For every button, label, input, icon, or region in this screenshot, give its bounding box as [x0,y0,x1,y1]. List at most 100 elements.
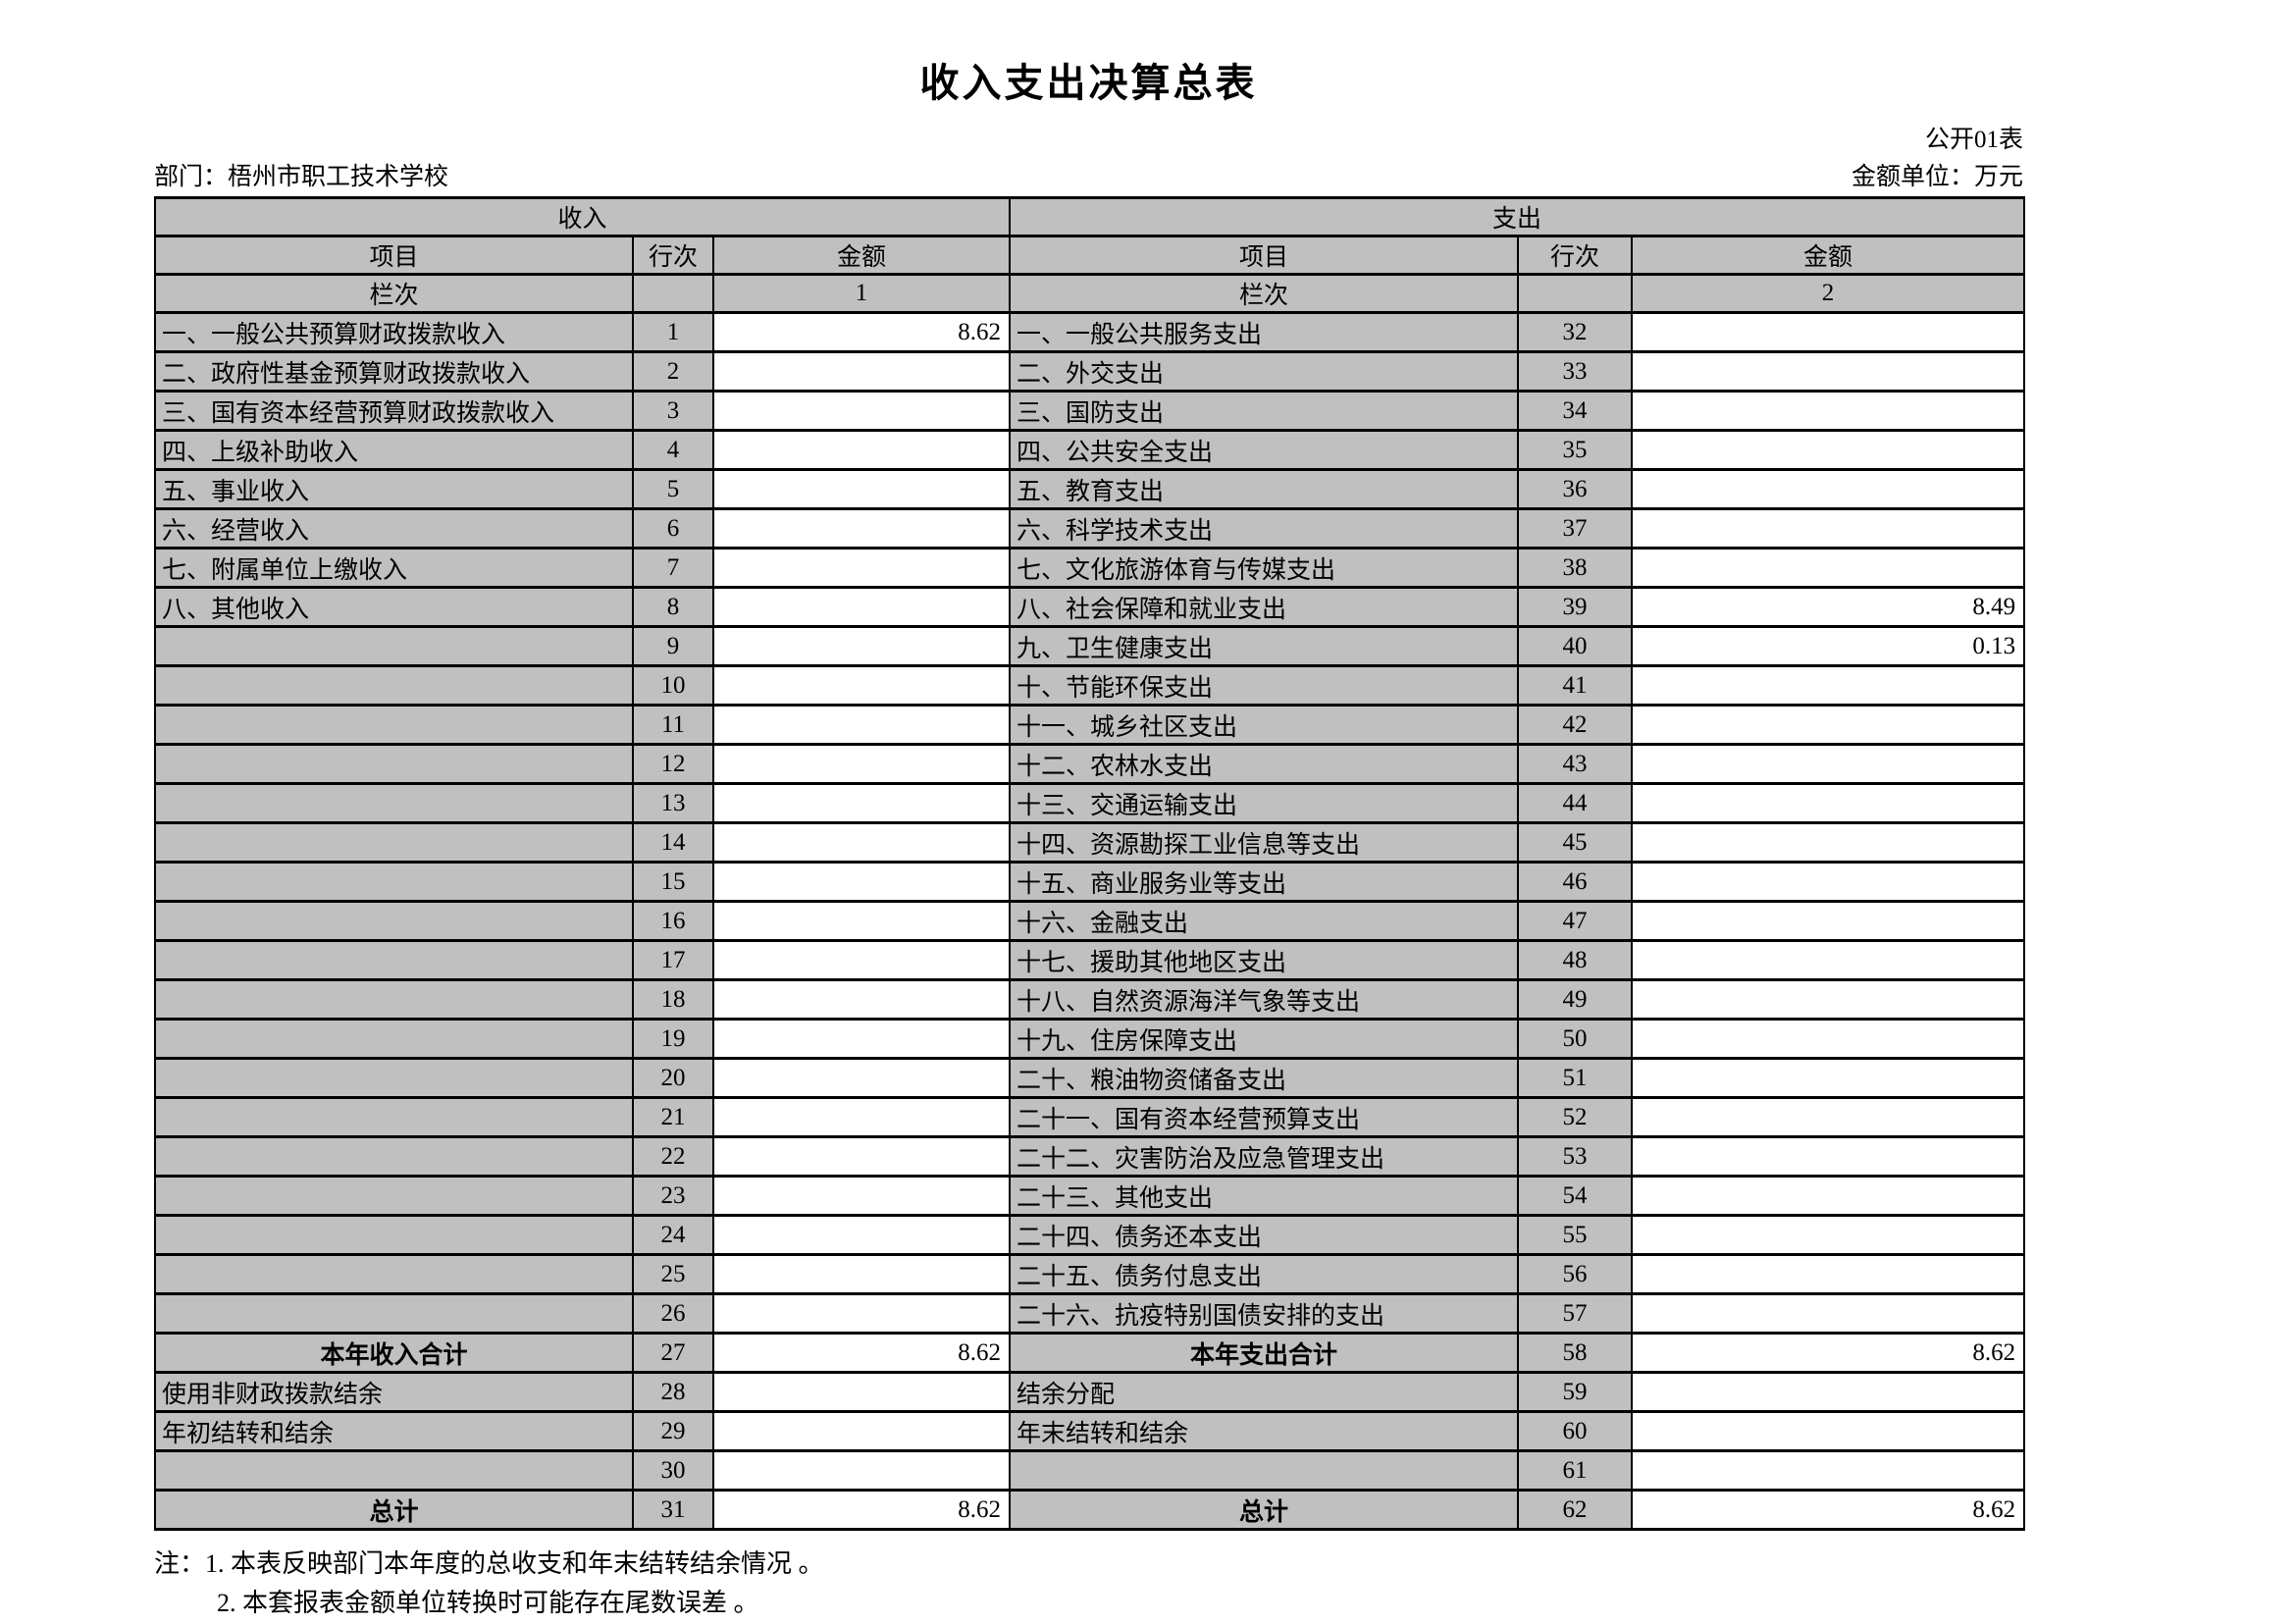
income-amount-header: 金额 [711,235,1012,276]
expense-item-header: 项目 [1009,235,1520,276]
expense-amount-cell [1631,1135,2026,1178]
expense-amount-cell: 8.62 [1631,1489,2026,1531]
expense-line-cell: 62 [1517,1489,1634,1531]
expense-section-header: 支出 [1009,196,2026,237]
expense-line-cell: 45 [1517,821,1634,864]
expense-item-cell: 六、科学技术支出 [1009,507,1520,550]
expense-item-cell: 二、外交支出 [1009,350,1520,393]
expense-item-cell: 二十六、抗疫特别国债安排的支出 [1009,1292,1520,1335]
expense-amount-cell [1631,350,2026,393]
table-row: 18 十八、自然资源海洋气象等支出 49 [154,978,2026,1021]
income-item-cell: 年初结转和结余 [154,1410,634,1452]
expense-line-cell: 48 [1517,939,1634,981]
report-content: 收入支出决算总表 公开01表 部门：梧州市职工技术学校 金额单位：万元 收入 支… [153,0,2026,1624]
table-row: 23 二十三、其他支出 54 [154,1175,2026,1217]
expense-amount-cell [1631,939,2026,981]
expense-amount-cell [1631,1096,2026,1138]
table-row: 八、其他收入 8 八、社会保障和就业支出 39 8.49 [154,586,2026,628]
meta-row: 部门：梧州市职工技术学校 金额单位：万元 [154,157,2023,192]
income-item-cell [154,1449,634,1492]
expense-item-cell: 年末结转和结余 [1009,1410,1520,1452]
table-row: 三、国有资本经营预算财政拨款收入 3 三、国防支出 34 [154,390,2026,432]
income-amount-cell: 8.62 [711,1332,1012,1374]
expense-line-cell: 36 [1517,468,1634,510]
income-colindex-label: 栏次 [154,273,634,314]
expense-item-cell: 十二、农林水支出 [1009,743,1520,785]
table-row: 20 二十、粮油物资储备支出 51 [154,1057,2026,1099]
income-amount-cell [711,821,1012,864]
income-colindex-blank [632,273,714,314]
expense-amount-cell [1631,429,2026,471]
expense-amount-cell: 8.49 [1631,586,2026,628]
expense-line-header: 行次 [1517,235,1634,276]
income-item-cell [154,1057,634,1099]
table-row: 17 十七、援助其他地区支出 48 [154,939,2026,981]
income-line-cell: 22 [632,1135,714,1178]
expense-item-cell: 十七、援助其他地区支出 [1009,939,1520,981]
income-item-cell: 使用非财政拨款结余 [154,1371,634,1413]
expense-item-cell: 十三、交通运输支出 [1009,782,1520,824]
expense-line-cell: 51 [1517,1057,1634,1099]
income-amount-cell [711,782,1012,824]
income-amount-cell [711,978,1012,1021]
income-item-cell: 一、一般公共预算财政拨款收入 [154,311,634,353]
expense-item-cell: 本年支出合计 [1009,1332,1520,1374]
expense-item-cell: 十九、住房保障支出 [1009,1018,1520,1060]
expense-amount-cell [1631,1292,2026,1335]
income-item-cell: 总计 [154,1489,634,1531]
expense-amount-cell [1631,1371,2026,1413]
income-item-cell: 六、经营收入 [154,507,634,550]
income-amount-cell [711,1410,1012,1452]
expense-amount-cell [1631,821,2026,864]
income-amount-cell [711,625,1012,667]
expense-item-cell: 九、卫生健康支出 [1009,625,1520,667]
expense-amount-cell [1631,1175,2026,1217]
income-amount-cell [711,664,1012,707]
table-row: 六、经营收入 6 六、科学技术支出 37 [154,507,2026,550]
income-line-cell: 25 [632,1253,714,1295]
expense-line-cell: 43 [1517,743,1634,785]
expense-line-cell: 59 [1517,1371,1634,1413]
income-line-cell: 2 [632,350,714,393]
table-row: 12 十二、农林水支出 43 [154,743,2026,785]
expense-line-cell: 35 [1517,429,1634,471]
income-section-header: 收入 [153,196,1012,237]
income-item-cell [154,1253,634,1295]
table-row: 24 二十四、债务还本支出 55 [154,1214,2026,1256]
income-amount-cell: 8.62 [711,1489,1012,1531]
income-amount-cell [711,861,1012,903]
expense-amount-cell [1631,861,2026,903]
table-row: 30 61 [154,1449,2026,1492]
table-row: 本年收入合计 27 8.62 本年支出合计 58 8.62 [154,1332,2026,1374]
expense-line-cell: 50 [1517,1018,1634,1060]
income-item-cell: 五、事业收入 [154,468,634,510]
income-item-cell: 七、附属单位上缴收入 [154,547,634,589]
expense-line-cell: 42 [1517,704,1634,746]
expense-line-cell: 52 [1517,1096,1634,1138]
income-amount-cell [711,1135,1012,1178]
table-code: 公开01表 [1924,127,2023,153]
income-item-cell [154,861,634,903]
table-row: 使用非财政拨款结余 28 结余分配 59 [154,1371,2026,1413]
expense-line-cell: 34 [1517,390,1634,432]
income-item-cell [154,1292,634,1335]
income-amount-cell [711,1371,1012,1413]
income-colindex-value: 1 [711,273,1012,314]
table-row: 15 十五、商业服务业等支出 46 [154,861,2026,903]
note-line-2: 2. 本套报表金额单位转换时可能存在尾数误差 。 [217,1589,759,1618]
expense-amount-cell: 0.13 [1631,625,2026,667]
income-item-cell [154,1214,634,1256]
income-amount-cell [711,704,1012,746]
table-row: 21 二十一、国有资本经营预算支出 52 [154,1096,2026,1138]
income-amount-cell [711,1175,1012,1217]
expense-item-cell: 二十、粮油物资储备支出 [1009,1057,1520,1099]
table-row: 一、一般公共预算财政拨款收入 1 8.62 一、一般公共服务支出 32 [154,311,2026,353]
income-item-cell [154,821,634,864]
income-line-cell: 8 [632,586,714,628]
expense-item-cell: 三、国防支出 [1009,390,1520,432]
income-line-cell: 30 [632,1449,714,1492]
expense-item-cell: 十一、城乡社区支出 [1009,704,1520,746]
income-amount-cell [711,468,1012,510]
expense-line-cell: 44 [1517,782,1634,824]
